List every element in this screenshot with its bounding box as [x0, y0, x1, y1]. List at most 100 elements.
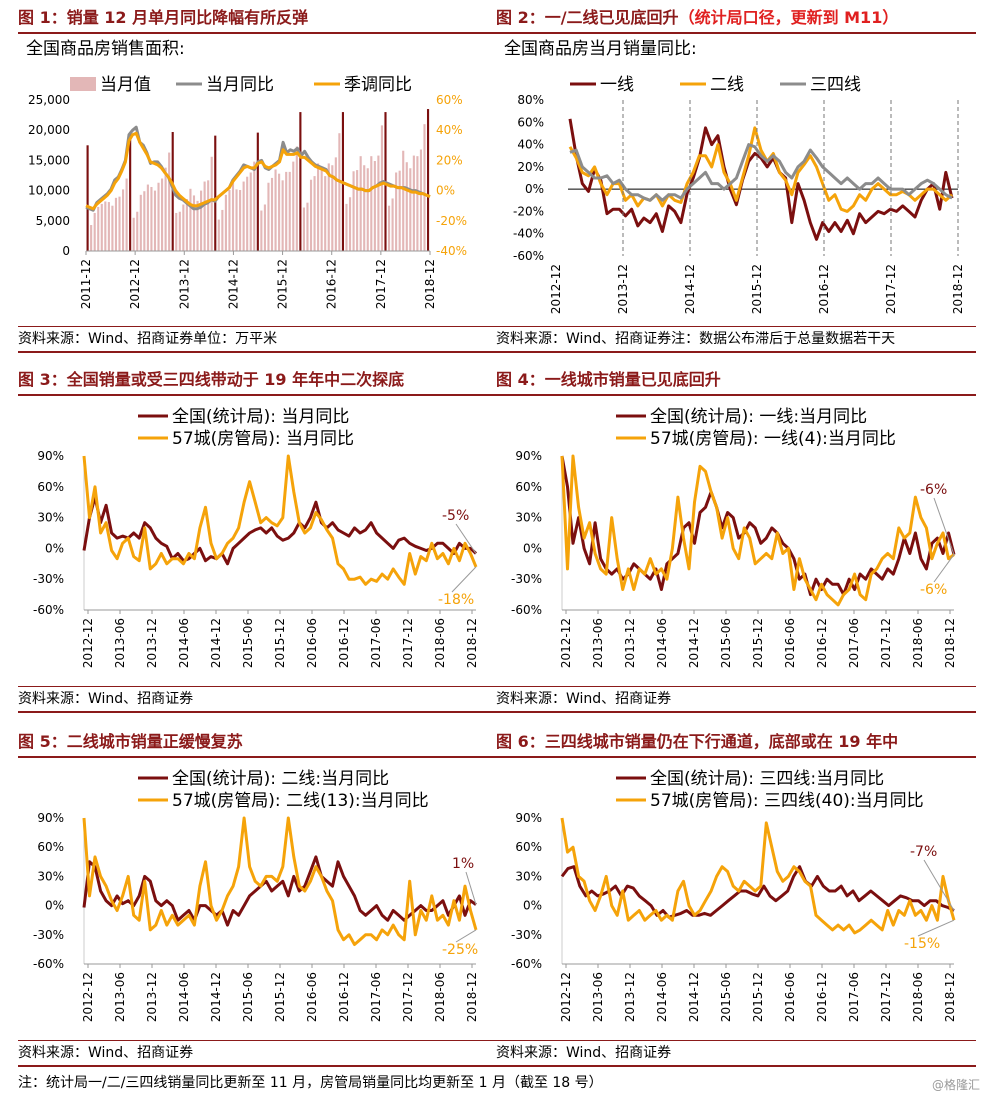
c4-x-tick-label: 2014-06 [655, 618, 669, 668]
chart-1-bar [352, 171, 355, 251]
c4-y-tick-label: 60% [515, 480, 542, 494]
c3-x-tick-label: 2014-12 [209, 618, 223, 668]
c5-x-tick-label: 2018-06 [433, 972, 447, 1022]
c3-x-tick-label: 2013-06 [113, 618, 127, 668]
c5-y-tick-label: -60% [33, 957, 64, 971]
c4-x-tick-label: 2016-12 [815, 618, 829, 668]
chart-1-bar [331, 165, 334, 251]
c5-x-tick-label: 2015-12 [273, 972, 287, 1022]
c5-x-tick-label: 2016-06 [305, 972, 319, 1022]
chart-2-line-1 [568, 118, 954, 241]
chart-1-bar [299, 112, 302, 251]
c3-x-tick-label: 2012-12 [81, 618, 95, 668]
chart-1-bar [387, 205, 391, 251]
c5-y-tick-label: 0% [45, 899, 64, 913]
chart-1-y-tick-label: 20,000 [28, 123, 70, 137]
chart-1-bar [168, 152, 171, 251]
chart-2-y-tick-label: -20% [513, 204, 544, 218]
legend-bar-swatch [70, 77, 96, 91]
chart-1-bar [196, 200, 199, 251]
c3-x-tick-label: 2017-06 [369, 618, 383, 668]
c6-y-tick-label: 30% [515, 869, 542, 883]
panel-4-title: 图 4：一线城市销量已见底回升 [496, 368, 976, 396]
panel-5-title: 图 5：二线城市销量正缓慢复苏 [18, 730, 498, 758]
c3-y-tick-label: 30% [37, 511, 64, 525]
chart-1-bar [409, 168, 412, 251]
c6-y-tick-label: -30% [511, 928, 542, 942]
c5-y-tick-label: 30% [37, 869, 64, 883]
chart-1-x-tick-label: 2017-12 [374, 259, 388, 309]
chart-2: 全国商品房当月销量同比: 一线 二线 三四线 -60% -40% -20% 0% 20% 40% 6… [504, 39, 965, 314]
c6-x-tick-label: 2014-06 [655, 972, 669, 1022]
chart-1-bar [426, 109, 430, 251]
panel-6-title: 图 6：三四线城市销量仍在下行通道，底部或在 19 年中 [496, 730, 976, 758]
c5-x-tick-label: 2013-12 [145, 972, 159, 1022]
panel-4-source: 资料来源：Wind、招商证券 [496, 686, 976, 713]
c4-x-tick-label: 2017-06 [847, 618, 861, 668]
chart-1-bar [121, 189, 125, 251]
chart-1-bar [377, 155, 380, 251]
chart-1-y2-tick-label: 20% [436, 153, 463, 167]
chart-1-y-tick-label: 10,000 [28, 184, 70, 198]
c4-y-tick-label: -60% [511, 603, 542, 617]
chart-1-bar [164, 167, 167, 251]
c5-x-tick-label: 2016-12 [337, 972, 351, 1022]
chart-1-bar [157, 182, 160, 251]
chart-1-bar [143, 191, 146, 251]
c6-line-2 [560, 817, 956, 935]
c5-x-tick-label: 2017-12 [401, 972, 415, 1022]
c6-x-tick-label: 2014-12 [687, 972, 701, 1022]
chart-1-bar [274, 169, 277, 251]
chart-1-bar [178, 211, 181, 251]
c3-x-tick-label: 2017-12 [401, 618, 415, 668]
chart-1-bar [132, 217, 135, 251]
c4-x-tick-label: 2014-12 [687, 618, 701, 668]
c4-x-tick-label: 2017-12 [879, 618, 893, 668]
chart-1-bar [228, 189, 231, 251]
chart-1-y2-tick-label: 0% [436, 184, 455, 198]
c5-y-tick-label: -30% [33, 928, 64, 942]
c6-x-tick-label: 2013-06 [591, 972, 605, 1022]
chart-2-line-3 [569, 143, 953, 202]
c5-x-tick-label: 2013-06 [113, 972, 127, 1022]
c3-y-tick-label: -60% [33, 603, 64, 617]
panel-6: 图 6：三四线城市销量仍在下行通道，底部或在 19 年中 全国(统计局): 三四… [496, 730, 976, 1070]
panel-5-source: 资料来源：Wind、招商证券 [18, 1040, 498, 1067]
chart-1-bar [359, 156, 362, 251]
c3-y-tick-label: 0% [45, 541, 64, 555]
chart-1-bar [302, 207, 305, 251]
chart-2-x-tick-label: 2016-12 [817, 264, 831, 314]
chart-1-bar [214, 135, 217, 251]
c5-x-tick-label: 2017-06 [369, 972, 383, 1022]
c5-x-tick-label: 2014-06 [177, 972, 191, 1022]
c5-legend-label: 57城(房管局): 二线(13):当月同比 [172, 791, 429, 811]
chart-1-bar [249, 172, 252, 251]
chart-1-bar [256, 132, 259, 251]
c3-annotation-1-leader [455, 523, 477, 554]
chart-1-bar [366, 168, 369, 251]
c3-x-tick-label: 2013-12 [145, 618, 159, 668]
c6-x-tick-label: 2017-12 [879, 972, 893, 1022]
c4-y-tick-label: -30% [511, 572, 542, 586]
chart-1-bar [306, 202, 309, 251]
c4-annotation-1: -6% [920, 482, 947, 498]
chart-1-bar [161, 178, 164, 251]
chart-1-x-tick-label: 2011-12 [79, 259, 93, 309]
chart-1-bar [90, 225, 93, 251]
c6-x-tick-label: 2017-06 [847, 972, 861, 1022]
chart-2-legend-label: 三四线 [810, 75, 861, 95]
chart-2-y-tick-label: 40% [517, 138, 544, 152]
c4-y-tick-label: 90% [515, 449, 542, 463]
chart-1-bar [419, 149, 423, 251]
chart-2-x-tick-label: 2013-12 [616, 264, 630, 314]
c3-y-tick-label: 60% [37, 480, 64, 494]
c6-x-tick-label: 2016-06 [783, 972, 797, 1022]
c4-y-tick-label: 30% [515, 511, 542, 525]
c4-line-2 [560, 454, 955, 607]
chart-1-bar [189, 188, 192, 251]
chart-1-bar [356, 170, 359, 251]
c3-x-tick-label: 2015-06 [241, 618, 255, 668]
